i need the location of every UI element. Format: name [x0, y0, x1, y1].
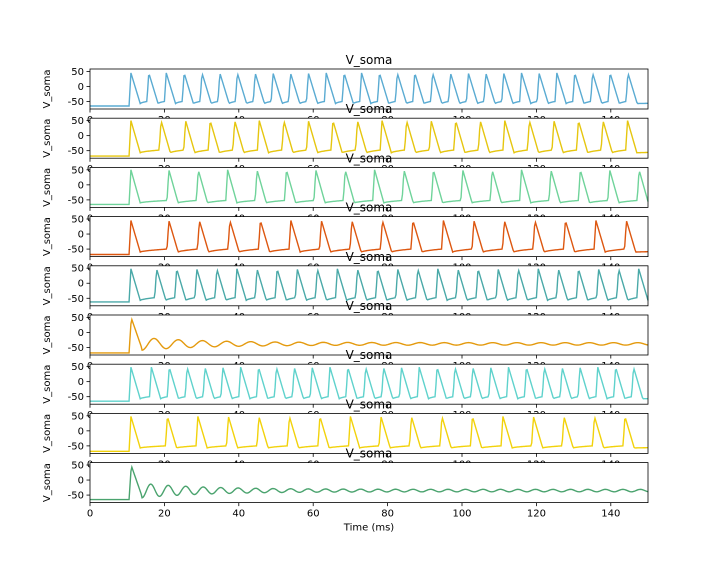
x-tick-label: 60	[307, 509, 320, 520]
axes-frame	[89, 363, 649, 405]
axes-frame	[89, 68, 649, 110]
y-tick-label: 50	[71, 215, 84, 226]
trace-line	[90, 415, 649, 452]
trace-line	[90, 464, 649, 501]
y-tick-label: -50	[68, 441, 84, 452]
panel-title: V_soma	[346, 201, 393, 215]
axes-frame	[89, 117, 649, 159]
panel-title: V_soma	[346, 53, 393, 67]
panel-title: V_soma	[346, 447, 393, 461]
panel-title: V_soma	[346, 299, 393, 313]
axes-frame	[89, 265, 649, 307]
y-tick-label: 0	[78, 230, 84, 241]
y-tick-label: -50	[68, 195, 84, 206]
panel-title: V_soma	[346, 151, 393, 165]
y-tick-label: 0	[78, 279, 84, 290]
y-axis-label: V_soma	[42, 463, 53, 502]
panel-title: V_soma	[346, 102, 393, 116]
trace-line	[90, 119, 649, 157]
x-tick-label: 140	[601, 509, 620, 520]
y-tick-label: 50	[71, 411, 84, 422]
y-tick-label: 0	[78, 82, 84, 93]
y-tick-label: -50	[68, 343, 84, 354]
trace-line	[90, 169, 649, 206]
panel-title: V_soma	[346, 397, 393, 411]
y-axis-label: V_soma	[42, 315, 53, 354]
y-tick-label: 0	[78, 476, 84, 487]
axes-frame	[89, 216, 649, 258]
x-tick-label: 20	[158, 509, 171, 520]
y-tick-label: 0	[78, 426, 84, 437]
axes-frame	[89, 412, 649, 454]
y-tick-label: -50	[68, 491, 84, 502]
y-tick-label: 50	[71, 461, 84, 472]
axes-frame	[89, 462, 649, 504]
y-tick-label: 50	[71, 116, 84, 127]
y-tick-label: -50	[68, 245, 84, 256]
y-axis-label: V_soma	[42, 69, 53, 108]
trace-line	[90, 317, 649, 354]
y-axis-label: V_soma	[42, 266, 53, 305]
y-tick-label: 50	[71, 313, 84, 324]
axes-frame	[89, 314, 649, 356]
x-tick-label: 80	[381, 509, 394, 520]
panel-title: V_soma	[346, 250, 393, 264]
axes-frame	[89, 166, 649, 208]
trace-line	[90, 267, 649, 303]
trace-line	[90, 366, 649, 402]
y-tick-label: -50	[68, 294, 84, 305]
y-tick-label: -50	[68, 97, 84, 108]
x-axis-label: Time (ms)	[343, 523, 395, 534]
trace-line	[90, 219, 649, 256]
y-tick-label: 50	[71, 165, 84, 176]
panel-title: V_soma	[346, 348, 393, 362]
trace-line	[90, 72, 649, 107]
y-axis-label: V_soma	[42, 365, 53, 404]
x-tick-label: 40	[232, 509, 245, 520]
x-tick-label: 0	[87, 509, 93, 520]
x-tick-label: 120	[527, 509, 546, 520]
y-axis-label: V_soma	[42, 119, 53, 158]
y-tick-label: 0	[78, 180, 84, 191]
y-axis-label: V_soma	[42, 168, 53, 207]
y-axis-label: V_soma	[42, 217, 53, 256]
y-tick-label: -50	[68, 146, 84, 157]
y-tick-label: 0	[78, 377, 84, 388]
y-tick-label: 0	[78, 328, 84, 339]
y-tick-label: 0	[78, 131, 84, 142]
axes-background	[90, 315, 648, 355]
y-tick-label: 50	[71, 362, 84, 373]
y-axis-label: V_soma	[42, 414, 53, 453]
axes-background	[90, 462, 648, 503]
y-tick-label: -50	[68, 392, 84, 403]
y-tick-label: 50	[71, 67, 84, 78]
panels: 500-50020406080100120140V_somaV_soma500-…	[42, 53, 649, 520]
y-tick-label: 50	[71, 264, 84, 275]
x-tick-label: 100	[452, 509, 471, 520]
